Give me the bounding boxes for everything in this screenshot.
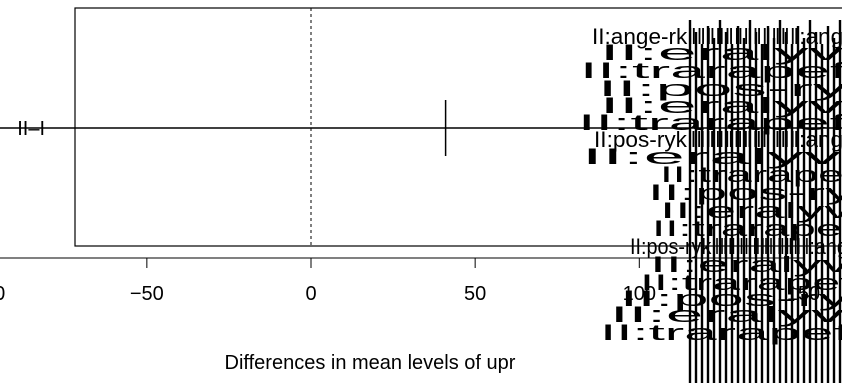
overlapping-label: II:trarapefa [640, 270, 842, 295]
y-axis: II–I [17, 118, 75, 140]
x-axis-label: Differences in mean levels of upr [225, 352, 516, 374]
x-tick-label: 100 [623, 283, 656, 305]
overlapping-labels-cluster: II:ange-rk‖‖‖‖‖‖‖‖‖‖‖‖:ange-rkII:eralyva… [578, 20, 842, 383]
overlapping-label: II:pos-ryk‖‖‖‖‖‖‖‖‖‖‖‖:ange-rk [630, 234, 842, 259]
x-tick-label: −100 [0, 283, 5, 305]
y-tick-label: II–I [17, 118, 45, 140]
overlapping-label: II:ange-rk‖‖‖‖‖‖‖‖‖‖‖‖:ange-rk [592, 24, 842, 49]
x-axis: −100−50050100150 [0, 257, 820, 305]
overlapping-label: II:pos-ryk‖‖‖‖‖‖‖‖‖‖‖‖:ange-rk [594, 127, 842, 152]
x-tick-label: 50 [464, 283, 486, 305]
plot-frame [74, 7, 842, 247]
x-tick-label: 0 [305, 283, 316, 305]
x-tick-label: −50 [130, 283, 164, 305]
